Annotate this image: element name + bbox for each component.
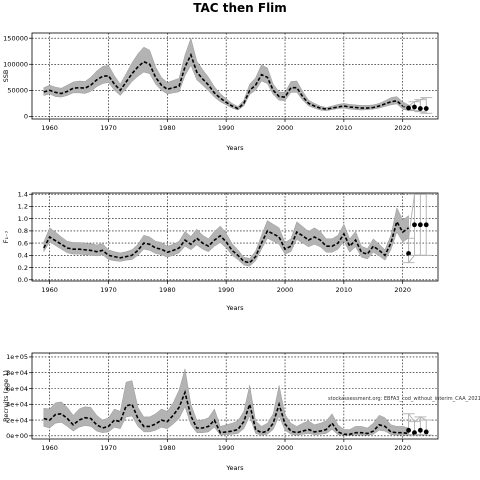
y-tick-label: 0.8 (18, 227, 28, 235)
ssb-panel: 1960 1970 1980 1990 2000 2010 2020 0 50000 100000… (2, 32, 439, 152)
projection-lower-line (408, 254, 427, 263)
projection-lower-line (408, 109, 427, 114)
x-tick-label: 1960 (41, 444, 58, 452)
median-line (43, 389, 409, 436)
source-annotation: stockassessment.org: EBFA3_cod_without_i… (328, 396, 480, 402)
projection-point (412, 430, 417, 436)
projection-point (406, 427, 411, 433)
x-tick-label: 2000 (277, 444, 294, 452)
x-tick-label: 1960 (41, 286, 58, 294)
plot-frame (31, 32, 439, 120)
x-tick-label: 1980 (159, 124, 176, 132)
x-axis-label: Years (225, 144, 244, 152)
projection-upper-line (408, 193, 427, 239)
x-tick-label: 1990 (218, 286, 235, 294)
y-axis-label: Recruits (age 1) (2, 370, 10, 422)
projection-point (412, 222, 417, 228)
x-tick-label: 1970 (100, 286, 117, 294)
projection-point (412, 104, 417, 110)
projection-point (417, 106, 423, 111)
y-tick-label: 4e+04 (6, 401, 28, 409)
x-tick-label: 1980 (159, 444, 176, 452)
x-tick-label: 2020 (394, 124, 411, 132)
y-tick-label: 1.2 (18, 203, 28, 211)
x-tick-label: 1990 (218, 444, 235, 452)
projection-point (423, 106, 429, 111)
x-tick-label: 2000 (277, 286, 294, 294)
x-tick-label: 1960 (41, 124, 58, 132)
y-tick-label: 0.4 (18, 252, 28, 260)
y-tick-label: 2e+04 (6, 416, 28, 424)
x-tick-label: 2020 (394, 286, 411, 294)
fishing-mortality-panel: 1960 1970 1980 1990 2000 2010 2020 0.0 0.2 0.4 0.6… (2, 191, 439, 312)
figure-title: TAC then Flim (193, 1, 287, 15)
projection-point (406, 251, 411, 256)
projection-point (423, 429, 429, 435)
y-tick-label: 1.0 (18, 215, 28, 223)
y-tick-label: 8e+04 (6, 369, 28, 377)
recruitment-panel: 1960 1970 1980 1990 2000 2010 2020 0e+00 2e+04 4e… (2, 352, 480, 472)
x-tick-label: 2010 (336, 124, 353, 132)
y-tick-label: 0.0 (18, 276, 28, 284)
y-tick-label: 50000 (7, 87, 28, 95)
x-tick-label: 2010 (336, 286, 353, 294)
plot-frame (31, 352, 439, 440)
y-tick-label: 0 (24, 113, 28, 121)
x-tick-label: 1970 (100, 444, 117, 452)
x-tick-label: 1970 (100, 124, 117, 132)
y-tick-label: 6e+04 (6, 385, 28, 393)
y-tick-label: 1e+05 (6, 353, 28, 361)
y-tick-label: 100000 (3, 61, 28, 69)
y-tick-label: 0.6 (18, 239, 28, 247)
projection-point (423, 222, 429, 228)
x-axis-label: Years (225, 304, 244, 312)
y-tick-label: 0.2 (18, 264, 28, 272)
projection-point (417, 222, 423, 228)
y-tick-label: 0e+00 (6, 432, 28, 440)
y-axis-label: SSB (2, 70, 10, 83)
x-axis-label: Years (225, 464, 244, 472)
median-line (43, 219, 410, 264)
projection-upper-line (408, 97, 427, 107)
x-tick-label: 1980 (159, 286, 176, 294)
median-line (43, 52, 409, 110)
y-axis-label: F₁₋₇ (2, 230, 10, 243)
x-tick-label: 1990 (218, 124, 235, 132)
y-tick-label: 150000 (3, 35, 28, 43)
x-tick-label: 2020 (394, 444, 411, 452)
projection-upper-line (408, 413, 427, 423)
plot-frame (31, 192, 439, 282)
projection-point (417, 427, 423, 433)
x-tick-label: 2010 (336, 444, 353, 452)
y-tick-label: 1.4 (18, 191, 28, 199)
x-tick-label: 2000 (277, 124, 294, 132)
projection-point (406, 105, 411, 111)
